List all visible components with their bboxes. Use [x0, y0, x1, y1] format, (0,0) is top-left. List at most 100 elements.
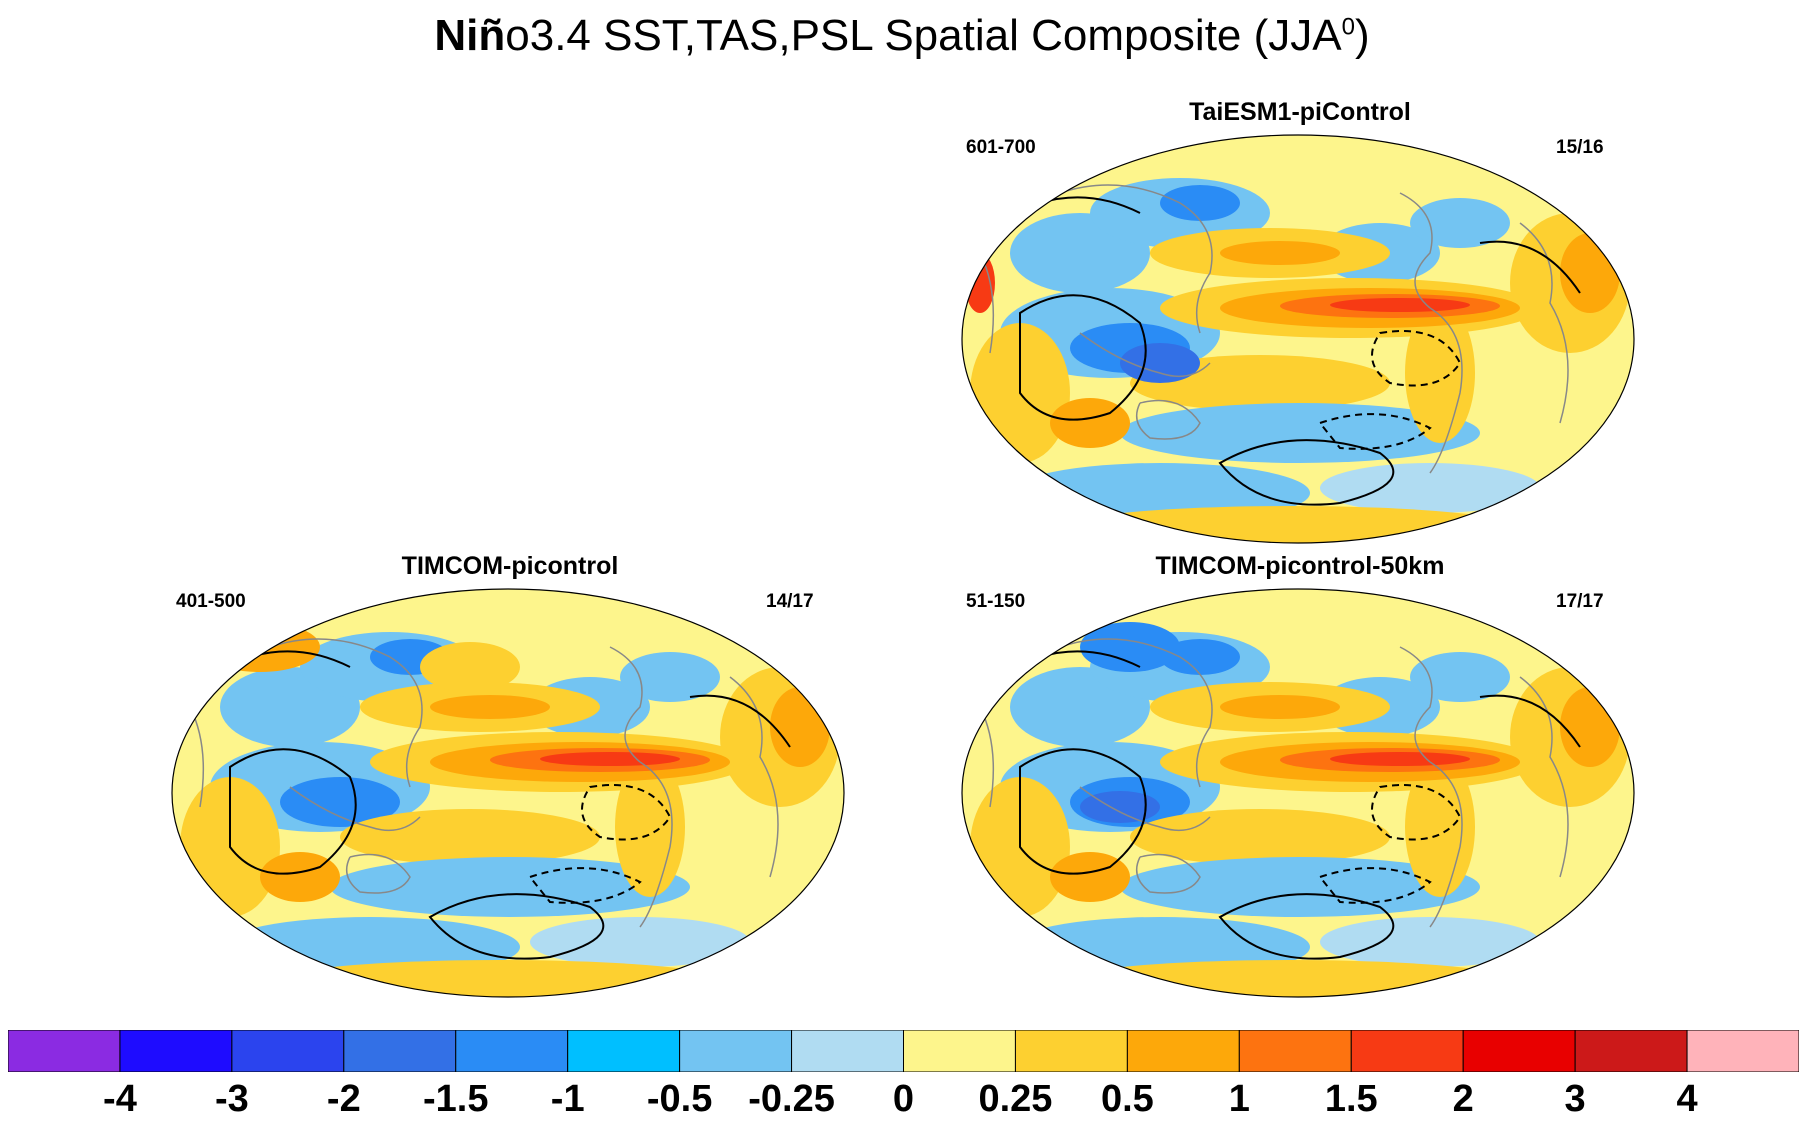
- coastline: [1519, 222, 1569, 424]
- colorbar-swatch: [567, 1030, 681, 1072]
- figure-title: Niño3.4 SST,TAS,PSL Spatial Composite (J…: [434, 11, 1370, 60]
- anomaly-shading: [1405, 303, 1475, 443]
- panel-years-taiesm1: 601-700: [966, 137, 1036, 158]
- map-outline: [961, 588, 1635, 998]
- panel-title-timcom50: TIMCOM-picontrol-50km: [1155, 552, 1445, 580]
- colorbar-tick-label: -1.5: [423, 1078, 489, 1120]
- psl-contour: [528, 867, 642, 904]
- anomaly-shading: [420, 642, 520, 692]
- colorbar-swatch: [455, 1030, 569, 1072]
- colorbar-swatch: [1350, 1030, 1464, 1072]
- anomaly-shading: [1080, 622, 1180, 672]
- colorbar-tick-label: -1: [550, 1078, 585, 1120]
- anomaly-shading: [615, 757, 685, 897]
- colorbar-tick-label: 4: [1676, 1078, 1698, 1120]
- map-outline: [961, 134, 1635, 544]
- anomaly-shading: [770, 687, 830, 767]
- anomaly-shading: [340, 809, 600, 865]
- colorbar-tick-label: 1: [1228, 1078, 1250, 1120]
- colorbar-tick-label: -0.5: [646, 1078, 713, 1120]
- anomaly-shading: [540, 752, 680, 766]
- colorbar-swatch: [1238, 1030, 1352, 1072]
- map-timcom: [171, 588, 845, 998]
- coastline: [1135, 399, 1201, 440]
- psl-contour: [1019, 748, 1147, 875]
- coastline: [1519, 676, 1569, 878]
- panel-title-taiesm1: TaiESM1-piControl: [1189, 98, 1411, 126]
- colorbar-swatch: [679, 1030, 793, 1072]
- anomaly-shading: [530, 917, 750, 967]
- map-taiesm1: [961, 134, 1635, 544]
- anomaly-shading: [1220, 695, 1340, 719]
- colorbar-swatch: [343, 1030, 457, 1072]
- coastline: [289, 786, 421, 832]
- anomaly-shading: [620, 652, 720, 702]
- coastline: [1429, 761, 1463, 928]
- colorbar: [8, 1030, 1799, 1072]
- map-outline: [171, 588, 845, 998]
- colorbar-tick-label: 0: [892, 1078, 915, 1120]
- coastline: [1135, 853, 1201, 894]
- anomaly-shading: [1130, 809, 1390, 865]
- anomaly-shading: [1050, 398, 1130, 448]
- colorbar-swatch: [8, 1030, 121, 1072]
- psl-contour: [1479, 240, 1581, 294]
- anomaly-shading: [1405, 757, 1475, 897]
- anomaly-shading: [1560, 687, 1620, 767]
- panel-years-timcom50: 51-150: [966, 591, 1026, 612]
- colorbar-swatch: [119, 1030, 233, 1072]
- anomaly-shading: [200, 622, 320, 672]
- colorbar-tick-label: 3: [1564, 1078, 1586, 1120]
- colorbar-tick-label: 2: [1452, 1078, 1474, 1120]
- anomaly-shading: [1320, 917, 1540, 967]
- colorbar-swatch: [1574, 1030, 1688, 1072]
- coastline: [729, 676, 779, 878]
- anomaly-shading: [280, 777, 400, 827]
- colorbar-tick-label: -4: [103, 1078, 137, 1120]
- panel-title-timcom: TIMCOM-picontrol: [401, 552, 619, 580]
- coastline: [345, 853, 411, 894]
- psl-contour: [1371, 784, 1462, 841]
- colorbar-tick-label: 0.25: [978, 1078, 1053, 1120]
- psl-contour: [1318, 413, 1432, 450]
- anomaly-shading: [1330, 298, 1470, 312]
- psl-contour: [689, 694, 791, 748]
- colorbar-swatch: [903, 1030, 1016, 1072]
- anomaly-shading: [1050, 852, 1130, 902]
- anomaly-shading: [1410, 198, 1510, 248]
- psl-contour: [1218, 439, 1395, 506]
- anomaly-shading: [1120, 403, 1480, 463]
- panel-years-timcom: 401-500: [176, 591, 246, 612]
- colorbar-tick-label: 0.5: [1100, 1078, 1154, 1120]
- anomaly-shading: [1330, 752, 1470, 766]
- anomaly-shading: [1120, 857, 1480, 917]
- anomaly-shading: [430, 695, 550, 719]
- map-timcom50: [961, 588, 1635, 998]
- coastline: [269, 638, 423, 788]
- colorbar-swatch: [1014, 1030, 1128, 1072]
- coastline: [1399, 192, 1433, 309]
- colorbar-swatch: [791, 1030, 904, 1072]
- anomaly-shading: [1410, 652, 1510, 702]
- psl-contour: [1371, 330, 1462, 387]
- psl-contour: [428, 893, 605, 960]
- anomaly-shading: [1050, 975, 1170, 997]
- panel-count-timcom50: 17/17: [1556, 591, 1604, 612]
- anomaly-shading: [1160, 639, 1240, 675]
- panel-count-taiesm1: 15/16: [1556, 137, 1604, 158]
- anomaly-shading: [260, 975, 380, 997]
- coastline: [639, 761, 673, 928]
- colorbar-swatch: [1686, 1030, 1799, 1072]
- coastline: [1079, 332, 1211, 378]
- panel-count-timcom: 14/17: [766, 591, 814, 612]
- psl-contour: [1479, 694, 1581, 748]
- anomaly-shading: [1050, 521, 1170, 543]
- colorbar-tick-label: -2: [326, 1078, 361, 1120]
- colorbar-swatch: [231, 1030, 345, 1072]
- psl-contour: [581, 784, 672, 841]
- colorbar-swatch: [1462, 1030, 1576, 1072]
- coastline: [1399, 646, 1433, 763]
- anomaly-shading: [1320, 463, 1540, 513]
- colorbar-swatch: [1126, 1030, 1240, 1072]
- coastline: [1059, 638, 1213, 788]
